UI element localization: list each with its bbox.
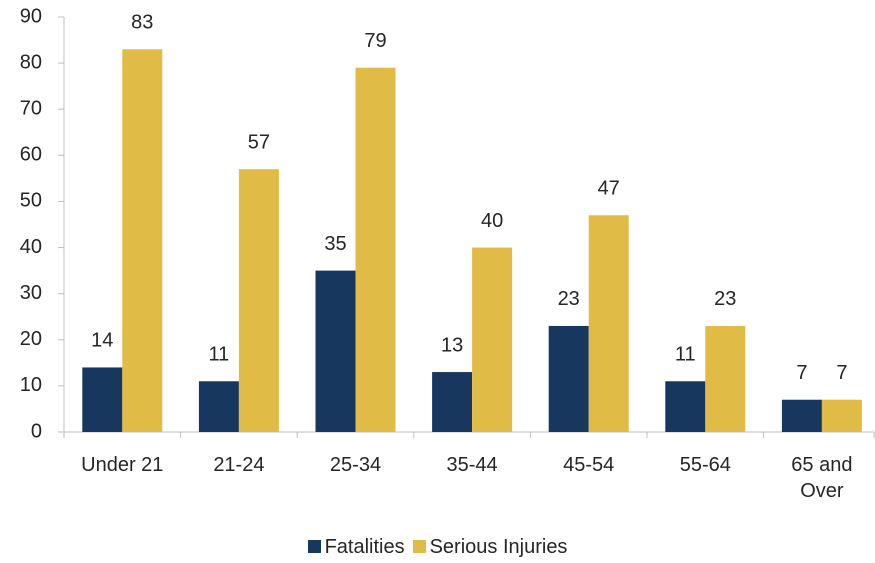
data-label: 13	[441, 334, 463, 356]
bar	[432, 372, 473, 432]
data-label: 40	[481, 210, 503, 232]
bar	[82, 367, 123, 432]
data-label: 14	[91, 330, 113, 352]
bar	[355, 67, 396, 432]
legend-swatch	[307, 540, 321, 553]
data-label: 35	[324, 233, 346, 255]
bar	[821, 399, 862, 432]
data-label: 11	[675, 344, 696, 366]
y-tick-label: 40	[20, 236, 42, 258]
legend-item: Fatalities	[307, 536, 405, 559]
data-label: 7	[796, 362, 807, 384]
bar	[122, 49, 163, 433]
y-tick-label: 90	[20, 5, 42, 27]
bar	[198, 381, 239, 432]
y-tick-label: 80	[20, 51, 42, 73]
x-tick-label: 65 and Over	[791, 454, 853, 502]
y-tick-label: 60	[20, 144, 42, 166]
bar	[588, 215, 629, 432]
data-label: 57	[248, 131, 270, 153]
y-tick-label: 20	[20, 328, 42, 350]
bar	[781, 399, 822, 432]
data-label: 23	[558, 288, 580, 310]
data-label: 7	[836, 362, 847, 384]
data-label: 83	[131, 12, 153, 34]
legend: Fatalities Serious Injuries	[0, 536, 875, 559]
x-tick-label: 45-54	[563, 454, 615, 476]
y-tick-label: 0	[31, 420, 42, 442]
x-tick-label: 35-44	[446, 454, 498, 476]
legend-item: Serious Injuries	[412, 536, 568, 559]
y-tick-label: 50	[20, 190, 42, 212]
bar	[548, 325, 589, 432]
bar	[665, 381, 706, 432]
bar	[472, 247, 513, 432]
bar	[705, 325, 746, 432]
y-tick-label: 10	[20, 374, 42, 396]
bar	[315, 270, 356, 432]
data-label: 11	[209, 344, 230, 366]
legend-label: Serious Injuries	[429, 536, 568, 558]
x-tick-label: Under 21	[81, 454, 164, 476]
data-label: 79	[364, 30, 386, 52]
data-label: 23	[714, 288, 736, 310]
x-tick-label: 25-34	[329, 454, 382, 476]
y-tick-label: 70	[20, 98, 42, 120]
x-tick-label: 55-64	[679, 454, 731, 476]
bar	[238, 169, 279, 432]
legend-swatch	[412, 540, 426, 553]
y-tick-label: 30	[20, 282, 42, 304]
data-label: 47	[598, 178, 620, 200]
x-tick-label: 21-24	[213, 454, 265, 476]
legend-label: Fatalities	[324, 536, 405, 558]
